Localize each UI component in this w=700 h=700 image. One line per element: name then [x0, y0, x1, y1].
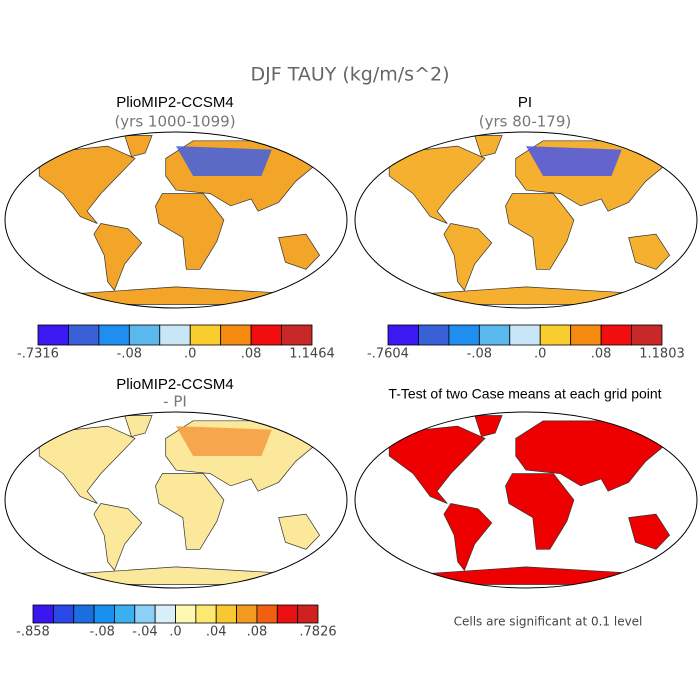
colorbar-box: [539, 324, 572, 346]
map-border: [354, 411, 698, 589]
colorbar-box: [159, 324, 191, 346]
panel-title: T-Test of two Case means at each grid po…: [388, 386, 661, 402]
colorbar-label: .08: [241, 347, 262, 362]
land: [93, 503, 143, 572]
panel-note: Cells are significant at 0.1 level: [454, 615, 643, 629]
panel-title: PI: [518, 94, 532, 111]
land: [505, 193, 575, 270]
land: [443, 503, 493, 572]
panel-subtitle: (yrs 1000-1099): [114, 113, 235, 131]
colorbar-label: -.04: [132, 625, 157, 640]
map-border: [4, 411, 348, 589]
land: [93, 223, 143, 292]
colorbar-box: [236, 604, 258, 624]
figure-title: DJF TAUY (kg/m/s^2): [251, 64, 450, 86]
colorbar-box: [154, 604, 176, 624]
land: [278, 233, 321, 270]
colorbar-box: [631, 324, 663, 346]
land-anomaly: [526, 146, 622, 176]
colorbar-box: [509, 324, 541, 346]
colorbar-label: 1.1803: [639, 347, 685, 362]
colorbar-box: [189, 324, 222, 346]
land: [443, 223, 493, 292]
colorbar-box: [250, 324, 282, 346]
colorbar-box: [37, 324, 69, 346]
colorbar-box: [73, 604, 95, 624]
panel-subtitle: (yrs 80-179): [479, 113, 571, 131]
land: [278, 513, 321, 550]
colorbar-label: 1.1464: [289, 347, 335, 362]
colorbar-label: .0: [534, 347, 546, 362]
land: [474, 415, 503, 438]
colorbar-box: [387, 324, 419, 346]
colorbar-label: .08: [247, 625, 268, 640]
panel-title: PlioMIP2-CCSM4: [116, 376, 234, 393]
colorbar-label: .04: [206, 625, 227, 640]
land: [124, 415, 153, 438]
land-anomaly: [176, 426, 272, 456]
colorbar-box: [297, 604, 319, 624]
colorbar-box: [570, 324, 602, 346]
colorbar-box: [114, 604, 136, 624]
land: [38, 425, 136, 504]
colorbar-box: [256, 604, 278, 624]
colorbar-box: [134, 604, 156, 624]
colorbar-label: -.08: [467, 347, 492, 362]
colorbar-box: [52, 604, 75, 624]
panel-title: PlioMIP2-CCSM4: [116, 94, 234, 111]
land: [628, 513, 671, 550]
colorbar-box: [600, 324, 632, 346]
colorbar-box: [276, 604, 299, 624]
map: [38, 415, 321, 585]
land: [388, 145, 486, 224]
colorbar-label: -.08: [117, 347, 142, 362]
colorbar-label: .0: [169, 625, 181, 640]
colorbar-box: [418, 324, 450, 346]
colorbar-label: -.858: [16, 625, 50, 640]
land: [388, 425, 486, 504]
colorbar-box: [175, 604, 197, 624]
colorbar-label: -.7604: [367, 347, 409, 362]
map-border: [354, 131, 698, 309]
colorbar-box: [68, 324, 100, 346]
land: [155, 473, 225, 550]
land: [505, 473, 575, 550]
colorbar-box: [448, 324, 480, 346]
colorbar-box: [478, 324, 511, 346]
colorbar-label: -.7316: [17, 347, 59, 362]
colorbar-label: -.08: [90, 625, 115, 640]
land: [628, 233, 671, 270]
land: [38, 145, 136, 224]
map: [388, 135, 671, 305]
map: [38, 135, 321, 305]
colorbar-label: .08: [591, 347, 612, 362]
colorbar-label: .0: [184, 347, 196, 362]
colorbar-box: [32, 604, 54, 624]
colorbar-box: [281, 324, 313, 346]
land-anomaly: [176, 146, 272, 176]
map: [388, 415, 671, 585]
panel-subtitle: - PI: [163, 393, 187, 411]
colorbar-label: .7826: [299, 625, 336, 640]
colorbar-box: [195, 604, 217, 624]
colorbar-box: [220, 324, 252, 346]
land: [124, 135, 153, 158]
colorbar-box: [215, 604, 237, 624]
colorbar-box: [98, 324, 130, 346]
land: [474, 135, 503, 158]
land: [155, 193, 225, 270]
colorbar-box: [93, 604, 115, 624]
map-border: [4, 131, 348, 309]
colorbar-box: [128, 324, 161, 346]
